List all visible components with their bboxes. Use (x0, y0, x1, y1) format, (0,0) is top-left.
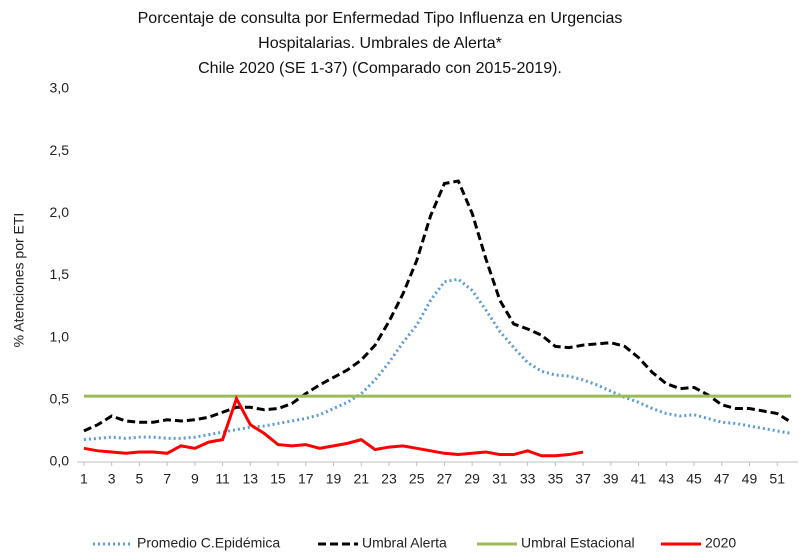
x-tick-label: 37 (575, 471, 591, 487)
x-tick-label: 47 (714, 471, 730, 487)
x-tick-label: 33 (520, 471, 536, 487)
x-tick-label: 1 (80, 471, 88, 487)
y-tick-label: 2,5 (50, 142, 70, 158)
x-tick-label: 43 (658, 471, 674, 487)
chart-title: Porcentaje de consulta por Enfermedad Ti… (138, 10, 623, 27)
x-tick-label: 39 (603, 471, 619, 487)
x-tick-label: 5 (135, 471, 143, 487)
chart-title: Chile 2020 (SE 1-37) (Comparado con 2015… (198, 60, 562, 77)
x-tick-label: 23 (381, 471, 397, 487)
x-tick-label: 13 (243, 471, 259, 487)
y-axis-label: % Atenciones por ETI (11, 213, 27, 348)
x-tick-label: 25 (409, 471, 425, 487)
legend-label: Promedio C.Epidémica (137, 535, 280, 551)
x-tick-label: 35 (548, 471, 564, 487)
chart-title: Hospitalarias. Umbrales de Alerta* (258, 35, 502, 52)
x-tick-label: 29 (464, 471, 480, 487)
x-tick-label: 21 (353, 471, 369, 487)
line-series (83, 277, 792, 442)
x-tick-label: 45 (686, 471, 702, 487)
y-tick-label: 0,5 (50, 391, 70, 407)
x-tick-label: 7 (163, 471, 171, 487)
x-tick-label: 19 (326, 471, 342, 487)
legend-label: Umbral Alerta (362, 535, 447, 551)
x-tick-label: 15 (270, 471, 286, 487)
x-tick-label: 41 (631, 471, 647, 487)
x-tick-label: 51 (769, 471, 785, 487)
legend-label: Umbral Estacional (521, 535, 635, 551)
x-tick-label: 9 (191, 471, 199, 487)
y-tick-label: 3,0 (50, 80, 70, 96)
y-tick-label: 2,0 (50, 204, 70, 220)
legend-label: 2020 (705, 535, 736, 551)
x-tick-label: 27 (437, 471, 453, 487)
y-tick-label: 1,5 (50, 266, 70, 282)
x-tick-label: 17 (298, 471, 314, 487)
x-tick-label: 11 (215, 471, 230, 487)
line-series (83, 394, 584, 458)
x-tick-label: 3 (108, 471, 116, 487)
x-tick-label: 31 (492, 471, 508, 487)
y-tick-label: 0,0 (50, 453, 70, 469)
line-series (83, 179, 792, 433)
y-tick-label: 1,0 (50, 328, 70, 344)
x-tick-label: 49 (742, 471, 758, 487)
